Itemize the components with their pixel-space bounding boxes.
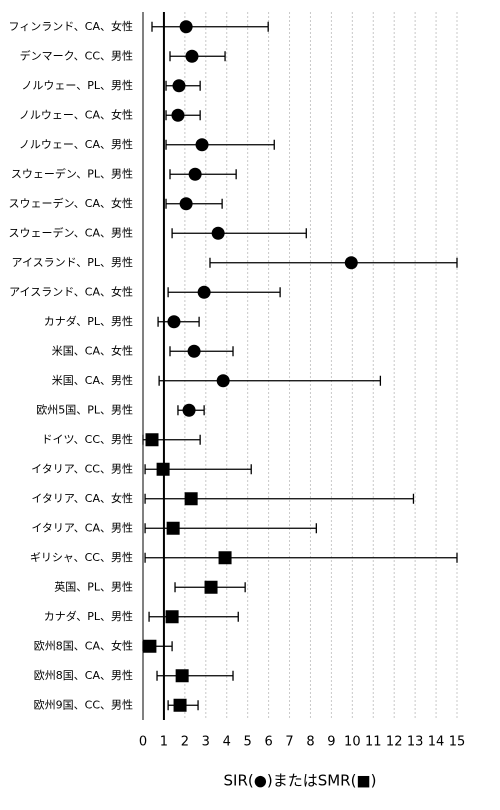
point-square xyxy=(175,669,189,683)
point-circle xyxy=(197,285,211,299)
x-tick-label: 2 xyxy=(181,735,189,750)
row-label: ノルウェー、PL、男性 xyxy=(21,78,133,92)
x-tick-label: 0 xyxy=(139,735,147,750)
point-circle xyxy=(172,79,186,93)
point-circle xyxy=(187,344,201,358)
x-tick-label: 10 xyxy=(344,735,361,750)
point-circle xyxy=(216,374,230,388)
row-label: カナダ、PL、男性 xyxy=(44,314,133,328)
point-circle xyxy=(185,49,199,63)
point-square xyxy=(156,462,170,476)
x-tick-label: 8 xyxy=(306,735,314,750)
row-label: 欧州8国、CA、男性 xyxy=(34,668,133,682)
row-label: イタリア、CC、男性 xyxy=(31,461,133,475)
point-circle xyxy=(179,20,193,34)
point-square xyxy=(184,492,198,506)
row-label: 欧州8国、CA、女性 xyxy=(34,638,133,652)
row-label: 英国、PL、男性 xyxy=(54,579,133,593)
point-square xyxy=(173,698,187,712)
x-tick-label: 5 xyxy=(244,735,252,750)
row-label: 欧州5国、PL、男性 xyxy=(36,402,133,416)
point-square xyxy=(165,610,179,624)
row-label: ギリシャ、CC、男性 xyxy=(30,550,133,564)
x-tick-label: 4 xyxy=(223,735,231,750)
point-circle xyxy=(344,256,358,270)
point-circle xyxy=(182,403,196,417)
point-circle xyxy=(171,108,185,122)
x-axis-label: SIR(●)またはSMR(■) xyxy=(224,772,377,790)
x-tick-label: 3 xyxy=(202,735,210,750)
point-circle xyxy=(179,197,193,211)
x-tick-label: 12 xyxy=(386,735,403,750)
row-label: スウェーデン、CA、女性 xyxy=(8,196,133,210)
point-square xyxy=(204,580,218,594)
row-label: イタリア、CA、男性 xyxy=(31,520,133,534)
x-tick-label: 11 xyxy=(365,735,382,750)
x-tick-label: 7 xyxy=(285,735,293,750)
x-tick-label: 14 xyxy=(428,735,445,750)
row-label: 米国、CA、男性 xyxy=(52,373,133,387)
x-tick-label: 1 xyxy=(160,735,168,750)
point-circle xyxy=(167,315,181,329)
point-square xyxy=(145,433,159,447)
point-square xyxy=(218,551,232,565)
point-circle xyxy=(188,167,202,181)
row-label: ノルウェー、CA、男性 xyxy=(19,137,133,151)
row-label: スウェーデン、CA、男性 xyxy=(8,225,133,239)
x-tick-label: 15 xyxy=(449,735,466,750)
row-label: カナダ、PL、男性 xyxy=(44,609,133,623)
row-label: アイスランド、PL、男性 xyxy=(12,255,133,269)
x-tick-label: 9 xyxy=(327,735,335,750)
point-square xyxy=(166,521,180,535)
x-tick-label: 13 xyxy=(407,735,424,750)
point-circle xyxy=(211,226,225,240)
row-label: フィンランド、CA、女性 xyxy=(8,19,133,33)
row-label: イタリア、CA、女性 xyxy=(31,491,133,505)
x-tick-label: 6 xyxy=(264,735,272,750)
row-label: アイスランド、CA、女性 xyxy=(9,284,133,298)
row-label: スウェーデン、PL、男性 xyxy=(11,166,133,180)
row-label: デンマーク、CC、男性 xyxy=(20,48,133,62)
point-square xyxy=(143,639,157,653)
row-label: 欧州9国、CC、男性 xyxy=(34,697,133,711)
point-circle xyxy=(195,138,209,152)
row-label: 米国、CA、女性 xyxy=(52,343,133,357)
row-label: ノルウェー、CA、女性 xyxy=(19,107,133,121)
row-label: ドイツ、CC、男性 xyxy=(42,432,133,446)
